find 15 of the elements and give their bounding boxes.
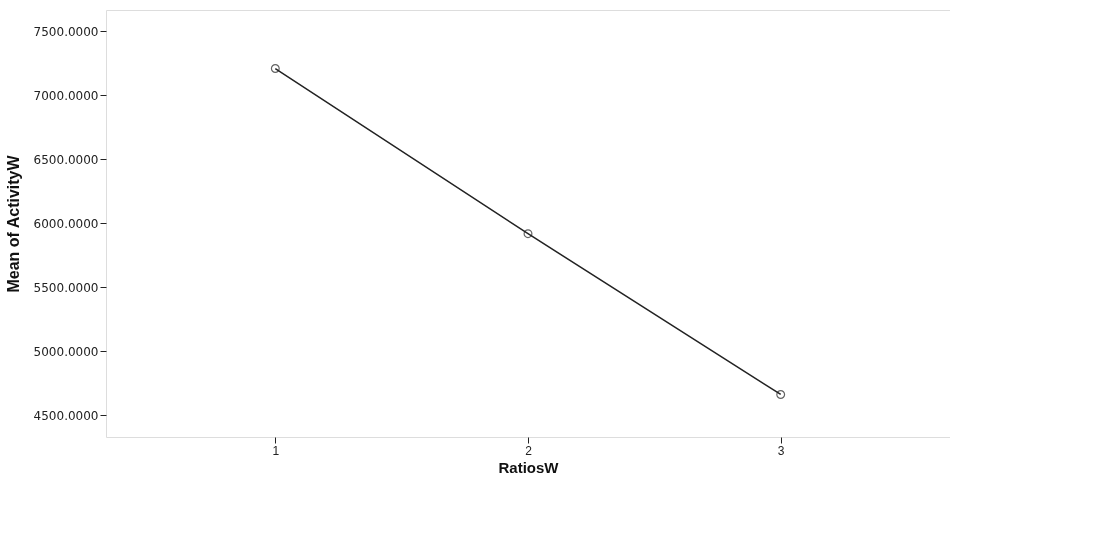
point (270, 64, 280, 73)
point (523, 229, 533, 239)
y-tick-label: 5500.0000 (33, 280, 99, 295)
y-tick-label: 5000.0000 (33, 344, 99, 359)
y-axis-title: Mean of ActivityW (4, 154, 22, 293)
y-tick-label: 6000.0000 (33, 216, 99, 231)
x-tick-label: 2 (525, 443, 533, 458)
y-tick-label: 7000.0000 (33, 88, 99, 103)
x-axis-title: RatiosW (498, 458, 560, 476)
y-tick-label: 7500.0000 (33, 24, 99, 39)
y-tick-label: 4500.0000 (33, 408, 99, 423)
x-tick-label: 1 (272, 443, 280, 458)
x-tick-label: 3 (777, 443, 785, 458)
point (776, 390, 786, 399)
y-tick-label: 6500.0000 (33, 152, 99, 167)
